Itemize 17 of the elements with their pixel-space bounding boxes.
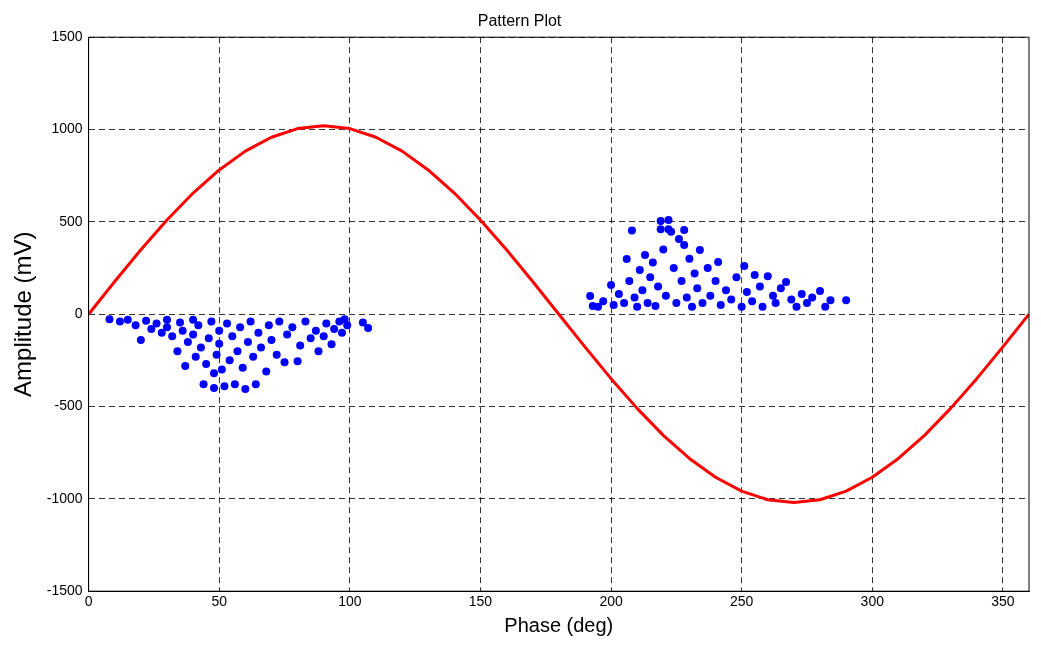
y-tick-label: 0 xyxy=(74,305,83,322)
y-tick-label: -1500 xyxy=(46,582,83,599)
y-tick-label: 1500 xyxy=(51,28,83,45)
y-axis-title: Amplitude (mV) xyxy=(9,231,37,397)
y-tick-label: -500 xyxy=(54,397,83,414)
chart-title: Pattern Plot xyxy=(477,12,562,30)
y-tick-label: 500 xyxy=(59,212,83,229)
x-tick-label: 200 xyxy=(599,593,623,610)
x-tick-label: 300 xyxy=(860,593,885,610)
x-axis-title: Phase (deg) xyxy=(504,613,614,636)
x-tick-label: 100 xyxy=(338,593,362,610)
x-tick-label: 150 xyxy=(468,593,493,610)
y-tick-label: 1000 xyxy=(51,120,83,137)
x-tick-label: 350 xyxy=(991,593,1015,610)
x-tick-label: 50 xyxy=(211,593,228,610)
y-tick-label: -1000 xyxy=(46,489,83,506)
x-tick-label: 250 xyxy=(729,593,754,610)
